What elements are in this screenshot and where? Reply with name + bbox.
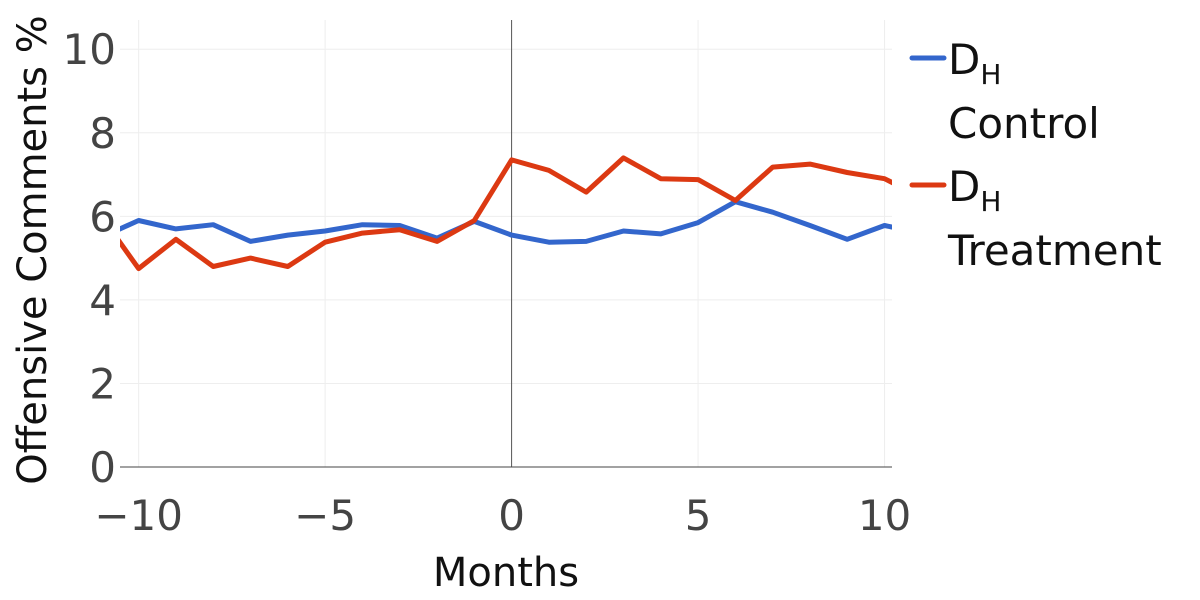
legend-label-control: DH [948, 35, 1001, 91]
x-tick-label: −10 [94, 491, 183, 540]
legend-label-control-line2: Control [948, 99, 1100, 148]
x-tick-label: 5 [685, 491, 712, 540]
grid-lines [120, 20, 892, 467]
legend-label-treatment-line2: Treatment [947, 226, 1162, 275]
series-line-treatment [120, 155, 892, 272]
legend-item-control[interactable]: DH Control [909, 35, 1100, 148]
y-tick-label: 2 [89, 359, 116, 408]
legend-item-treatment[interactable]: DH Treatment [909, 162, 1162, 275]
y-tick-label: 6 [89, 192, 116, 241]
legend: DH Control DH Treatment [909, 35, 1162, 275]
y-tick-labels: 0 2 4 6 8 10 [63, 25, 116, 492]
y-tick-label: 10 [63, 25, 116, 74]
x-tick-label: −5 [294, 491, 356, 540]
y-tick-label: 0 [89, 443, 116, 492]
y-tick-label: 8 [89, 109, 116, 158]
y-tick-label: 4 [89, 276, 116, 325]
legend-label-treatment: DH [948, 162, 1001, 218]
y-axis-title: Offensive Comments % [10, 15, 56, 485]
x-tick-labels: −10 −5 0 5 10 [94, 491, 911, 540]
x-tick-label: 10 [858, 491, 911, 540]
x-axis-title: Months [433, 550, 579, 596]
series-lines [120, 155, 892, 272]
series-line-control [120, 199, 892, 245]
x-tick-label: 0 [498, 491, 525, 540]
